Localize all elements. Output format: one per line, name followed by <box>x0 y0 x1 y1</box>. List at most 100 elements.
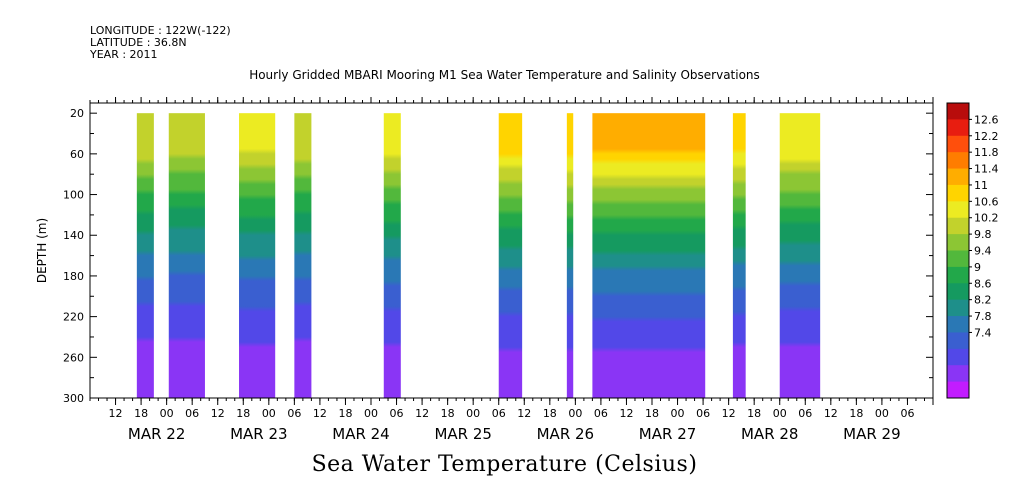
colorbar: 12.6 12.2 11.8 11.4 11 10.6 10.2 9.8 9.4 9 8.6 8.2 7… <box>946 102 999 399</box>
colorbar-swatch <box>947 266 969 284</box>
colorbar-swatch <box>947 184 969 202</box>
x-tick-label: 12 <box>517 407 531 420</box>
x-tick-label: 18 <box>747 407 761 420</box>
colorbar-swatch <box>947 332 969 350</box>
x-tick-label: 06 <box>287 407 301 420</box>
x-tick-label: 18 <box>338 407 352 420</box>
year-label: YEAR : 2011 <box>90 48 158 61</box>
colorbar-label: 11 <box>974 179 988 192</box>
x-tick-label: 18 <box>849 407 863 420</box>
x-day-label: MAR 23 <box>230 425 287 443</box>
y-tick-label: 60 <box>70 148 84 161</box>
colorbar-swatch <box>947 201 969 219</box>
x-axis-ticks: 12 18 00 06 12 18 00 06 12 18 00 06 12 18 00 06 12 18 00 06… <box>89 97 934 443</box>
x-tick-label: 06 <box>594 407 608 420</box>
data-segment <box>498 113 523 398</box>
colorbar-label: 9.4 <box>974 245 992 258</box>
x-tick-label: 06 <box>390 407 404 420</box>
colorbar-swatch <box>947 381 969 399</box>
y-tick-label: 300 <box>63 392 84 405</box>
colorbar-label: 8.6 <box>974 277 992 290</box>
data-segment <box>168 113 205 398</box>
y-tick-label: 220 <box>63 311 84 324</box>
x-tick-label: 00 <box>364 407 378 420</box>
x-tick-label: 12 <box>313 407 327 420</box>
data-segment <box>383 113 401 398</box>
x-tick-label: 00 <box>671 407 685 420</box>
x-day-label: MAR 29 <box>843 425 900 443</box>
chart-title: Hourly Gridded MBARI Mooring M1 Sea Wate… <box>249 68 760 82</box>
x-axis-title: Sea Water Temperature (Celsius) <box>311 452 698 477</box>
colorbar-label: 9.8 <box>974 228 992 241</box>
x-tick-label: 12 <box>211 407 225 420</box>
data-segment <box>239 113 276 398</box>
colorbar-swatch <box>947 234 969 251</box>
colorbar-label: 12.2 <box>974 130 999 143</box>
x-tick-label: 12 <box>722 407 736 420</box>
data-segment <box>779 113 821 398</box>
x-day-label: MAR 26 <box>537 425 594 443</box>
y-axis-title: DEPTH (m) <box>35 218 49 283</box>
colorbar-swatch <box>947 316 969 333</box>
colorbar-label: 12.6 <box>974 113 999 126</box>
x-tick-label: 18 <box>236 407 250 420</box>
colorbar-swatch <box>947 135 969 153</box>
colorbar-label: 11.8 <box>974 146 999 159</box>
x-tick-label: 00 <box>466 407 480 420</box>
x-tick-label: 00 <box>568 407 582 420</box>
latitude-label: LATITUDE : 36.8N <box>90 36 187 49</box>
colorbar-swatch <box>947 348 969 366</box>
x-tick-label: 06 <box>492 407 506 420</box>
x-tick-label: 00 <box>160 407 174 420</box>
x-tick-label: 12 <box>109 407 123 420</box>
x-day-label: MAR 25 <box>434 425 491 443</box>
x-tick-label: 06 <box>696 407 710 420</box>
colorbar-swatch <box>947 250 969 268</box>
y-tick-label: 100 <box>63 189 84 202</box>
colorbar-label: 9 <box>974 261 981 274</box>
x-tick-label: 18 <box>645 407 659 420</box>
x-tick-label: 00 <box>773 407 787 420</box>
x-tick-label: 12 <box>619 407 633 420</box>
y-tick-label: 20 <box>70 107 84 120</box>
x-day-label: MAR 22 <box>128 425 185 443</box>
x-tick-label: 06 <box>185 407 199 420</box>
y-tick-label: 260 <box>63 351 84 364</box>
x-day-label: MAR 28 <box>741 425 798 443</box>
colorbar-swatch <box>947 168 969 186</box>
colorbar-swatch <box>947 299 969 317</box>
data-segment <box>592 113 706 398</box>
plot-data-layer <box>136 113 821 398</box>
longitude-label: LONGITUDE : 122W(-122) <box>90 24 231 37</box>
colorbar-swatch <box>947 283 969 301</box>
x-tick-label: 18 <box>134 407 148 420</box>
x-tick-label: 00 <box>262 407 276 420</box>
data-segment <box>566 113 574 398</box>
colorbar-swatch <box>947 365 969 383</box>
data-segment <box>136 113 154 398</box>
x-day-label: MAR 24 <box>332 425 389 443</box>
colorbar-label: 7.4 <box>974 326 992 339</box>
colorbar-label: 10.6 <box>974 195 999 208</box>
x-tick-label: 06 <box>900 407 914 420</box>
x-tick-label: 06 <box>798 407 812 420</box>
data-segment <box>294 113 312 398</box>
x-tick-label: 12 <box>824 407 838 420</box>
y-tick-label: 180 <box>63 270 84 283</box>
colorbar-label: 8.2 <box>974 294 992 307</box>
x-day-label: MAR 27 <box>639 425 696 443</box>
y-tick-label: 140 <box>63 229 84 242</box>
colorbar-label: 10.2 <box>974 212 999 225</box>
colorbar-swatch <box>947 152 969 170</box>
x-tick-label: 18 <box>543 407 557 420</box>
plot-frame <box>89 102 934 399</box>
colorbar-swatch <box>947 217 969 235</box>
colorbar-label: 7.8 <box>974 310 992 323</box>
y-axis-ticks: 20 60 100 140 180 220 260 300 <box>63 107 933 405</box>
x-tick-label: 00 <box>875 407 889 420</box>
data-segment <box>732 113 746 398</box>
colorbar-swatch <box>947 103 969 120</box>
colorbar-label: 11.4 <box>974 163 999 176</box>
x-tick-label: 18 <box>441 407 455 420</box>
